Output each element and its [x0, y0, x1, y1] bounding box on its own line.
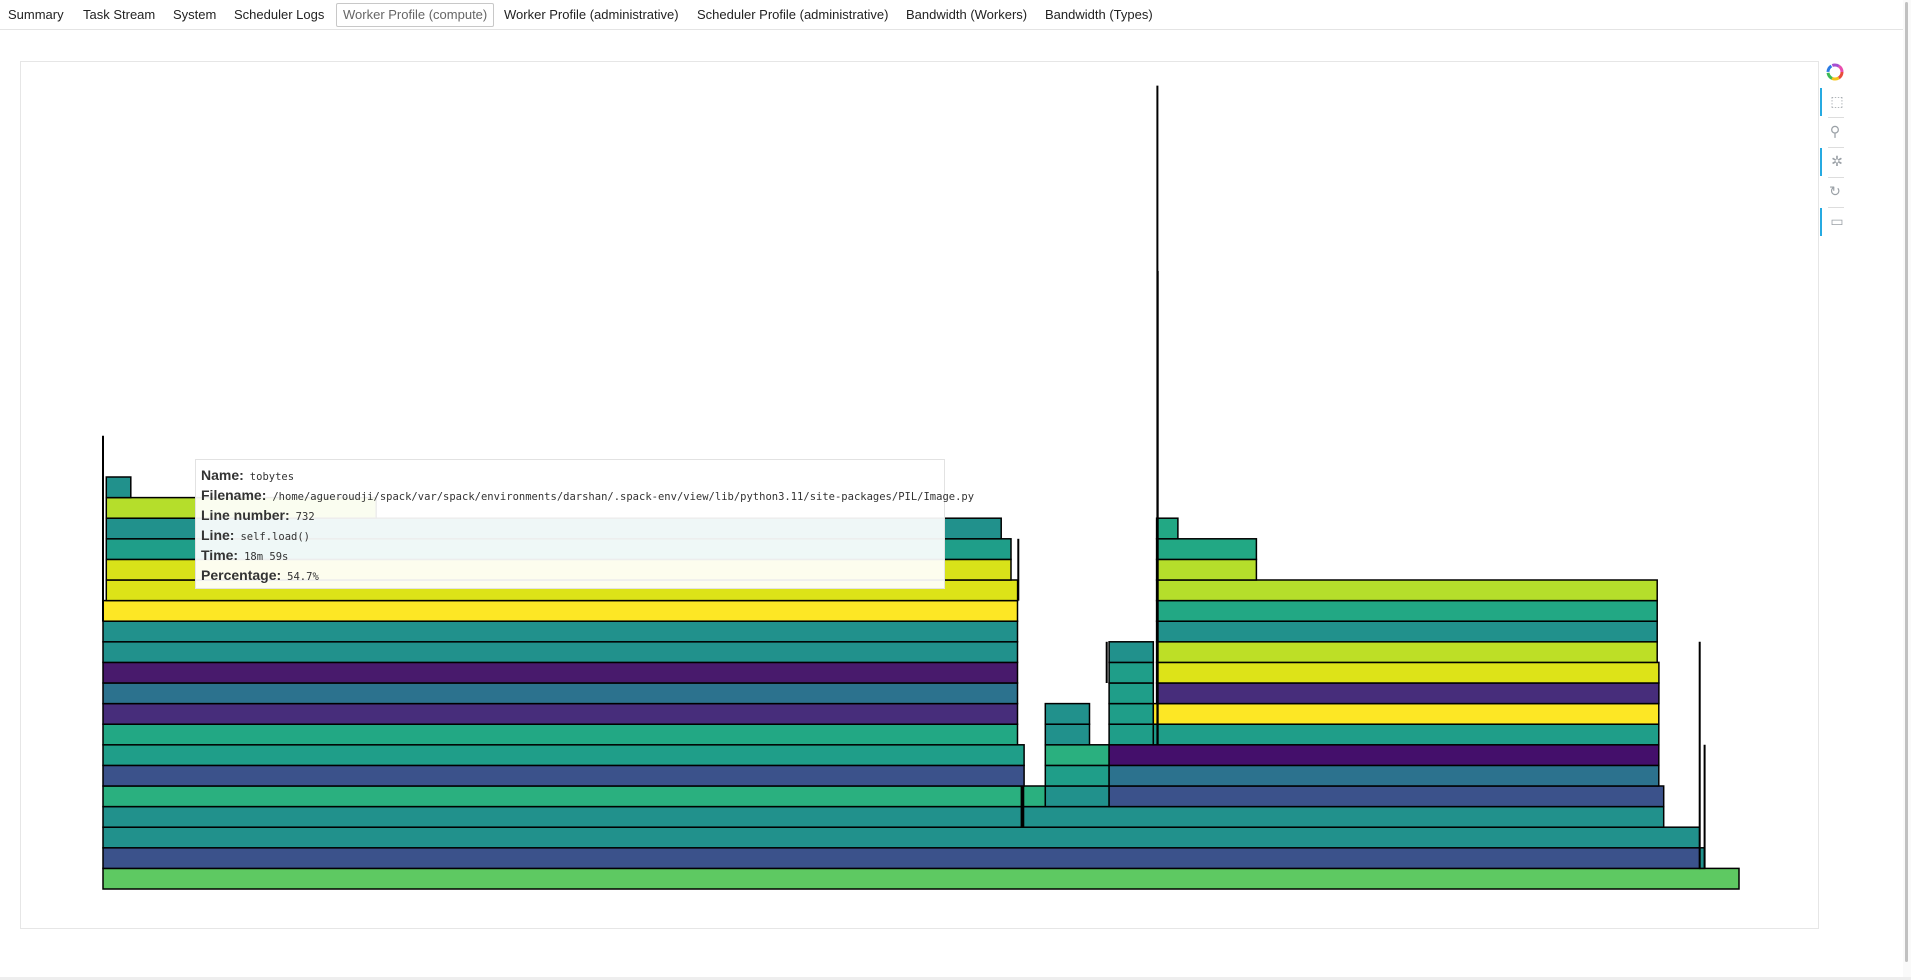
- tooltip-filename-row: Filename: /home/agueroudji/spack/var/spac…: [201, 485, 974, 505]
- tooltip-time-value: 18m 59s: [244, 551, 289, 563]
- tab-scheduler-profile-administrative[interactable]: Scheduler Profile (administrative): [697, 7, 889, 22]
- tab-bar: Summary Task Stream System Scheduler Logs Wo…: [0, 0, 1911, 30]
- hover-tooltip: Name: tobytes Filename: /home/agueroudji/s…: [195, 459, 974, 589]
- page-scrollbar-thumb[interactable]: [1905, 2, 1908, 962]
- flame-frame-rect[interactable]: [1155, 620, 1658, 643]
- bottom-divider: [0, 977, 1911, 980]
- flame-frame-rect[interactable]: [1044, 744, 1110, 767]
- flame-frame-rect[interactable]: [1155, 558, 1258, 581]
- flame-frame-rect[interactable]: [102, 702, 1019, 725]
- toolbar-separator: [1828, 207, 1844, 208]
- flame-frame-rect[interactable]: [1152, 723, 1660, 746]
- flame-frame-rect[interactable]: [1152, 702, 1660, 725]
- tooltip-name-row: Name: tobytes: [201, 465, 939, 485]
- tab-task-stream[interactable]: Task Stream: [83, 7, 156, 22]
- tab-bandwidth-types[interactable]: Bandwidth (Types): [1045, 7, 1153, 22]
- plot-toolbar: ⬚ ⚲ ✲ ↻ ▭: [1818, 56, 1854, 246]
- flame-frame-rect[interactable]: [102, 847, 1701, 870]
- flame-frame-rect[interactable]: [102, 764, 1025, 787]
- tooltip-line-number-value: 732: [295, 511, 315, 523]
- flame-frame-rect[interactable]: [1108, 723, 1155, 746]
- toolbar-separator: [1828, 177, 1844, 178]
- tap-icon[interactable]: ✲: [1820, 148, 1852, 176]
- flame-frame-rect[interactable]: [1155, 661, 1660, 684]
- tooltip-line-number-label: Line number:: [201, 507, 290, 523]
- flame-frame-rect[interactable]: [102, 867, 1740, 890]
- tooltip-line-number-row: Line number: 732: [201, 505, 939, 525]
- flame-frame-rect[interactable]: [1108, 744, 1660, 767]
- flame-frame-rect[interactable]: [1044, 785, 1110, 808]
- tab-summary[interactable]: Summary: [8, 7, 64, 22]
- reset-icon[interactable]: ↻: [1829, 184, 1841, 200]
- flame-frame-rect[interactable]: [1108, 785, 1665, 808]
- flame-frame-rect[interactable]: [1155, 641, 1658, 664]
- flame-frame-rect[interactable]: [102, 620, 1019, 643]
- flame-frame-rect[interactable]: [102, 661, 1019, 684]
- flame-frame-rect[interactable]: [102, 805, 1665, 828]
- tooltip-name-label: Name:: [201, 467, 244, 483]
- tooltip-percentage-row: Percentage: 54.7%: [201, 565, 939, 585]
- flame-frame-rect[interactable]: [1108, 764, 1660, 787]
- flame-frame-rect[interactable]: [1108, 682, 1155, 705]
- tab-worker-profile-administrative[interactable]: Worker Profile (administrative): [504, 7, 679, 22]
- bokeh-logo-icon[interactable]: [1820, 58, 1850, 86]
- tab-worker-profile-compute[interactable]: Worker Profile (compute): [336, 3, 495, 27]
- flame-frame-rect[interactable]: [1044, 723, 1091, 746]
- tooltip-percentage-label: Percentage:: [201, 567, 282, 583]
- tooltip-filename-label: Filename:: [201, 487, 267, 503]
- bokeh-logo-glyph: [1826, 63, 1844, 81]
- flame-frame-rect[interactable]: [1108, 702, 1155, 725]
- tooltip-name-value: tobytes: [249, 471, 295, 483]
- flame-frame-rect[interactable]: [105, 476, 132, 499]
- box-zoom-icon[interactable]: ⬚: [1820, 88, 1852, 116]
- flame-frame-rect[interactable]: [1044, 764, 1110, 787]
- tab-bandwidth-workers[interactable]: Bandwidth (Workers): [906, 7, 1028, 22]
- tooltip-time-label: Time:: [201, 547, 239, 563]
- flame-frame-rect[interactable]: [102, 641, 1019, 664]
- hover-icon[interactable]: ▭: [1820, 208, 1852, 236]
- flame-frame-rect[interactable]: [1155, 538, 1258, 561]
- tooltip-line-row: Line: self.load(): [201, 525, 939, 545]
- flame-frame-rect[interactable]: [102, 682, 1019, 705]
- flame-frame-rect[interactable]: [1155, 599, 1658, 622]
- flame-frame-rect[interactable]: [102, 826, 1701, 849]
- tooltip-line-value: self.load(): [240, 531, 310, 543]
- flame-frame-rect[interactable]: [102, 599, 1019, 622]
- tooltip-time-row: Time: 18m 59s: [201, 545, 939, 565]
- toolbar-separator: [1828, 147, 1844, 148]
- wheel-zoom-icon[interactable]: ⚲: [1829, 124, 1841, 140]
- tooltip-line-label: Line:: [201, 527, 235, 543]
- flame-frame-rect[interactable]: [102, 723, 1019, 746]
- tab-system[interactable]: System: [173, 7, 217, 22]
- flame-frame-rect[interactable]: [102, 744, 1025, 767]
- flame-frame-rect[interactable]: [102, 785, 1047, 808]
- toolbar-separator: [1828, 117, 1844, 118]
- tooltip-filename-value: /home/agueroudji/spack/var/spack/environ…: [272, 491, 975, 503]
- flame-frame-rect[interactable]: [1108, 641, 1155, 664]
- flame-frame-rect[interactable]: [1155, 579, 1658, 602]
- flame-frame-rect[interactable]: [1044, 702, 1091, 725]
- flame-frame-rect[interactable]: [1155, 682, 1660, 705]
- tab-scheduler-logs[interactable]: Scheduler Logs: [234, 7, 325, 22]
- tooltip-percentage-value: 54.7%: [287, 571, 319, 583]
- flame-frame-rect[interactable]: [1108, 661, 1155, 684]
- flame-frame-rect[interactable]: [1155, 517, 1179, 540]
